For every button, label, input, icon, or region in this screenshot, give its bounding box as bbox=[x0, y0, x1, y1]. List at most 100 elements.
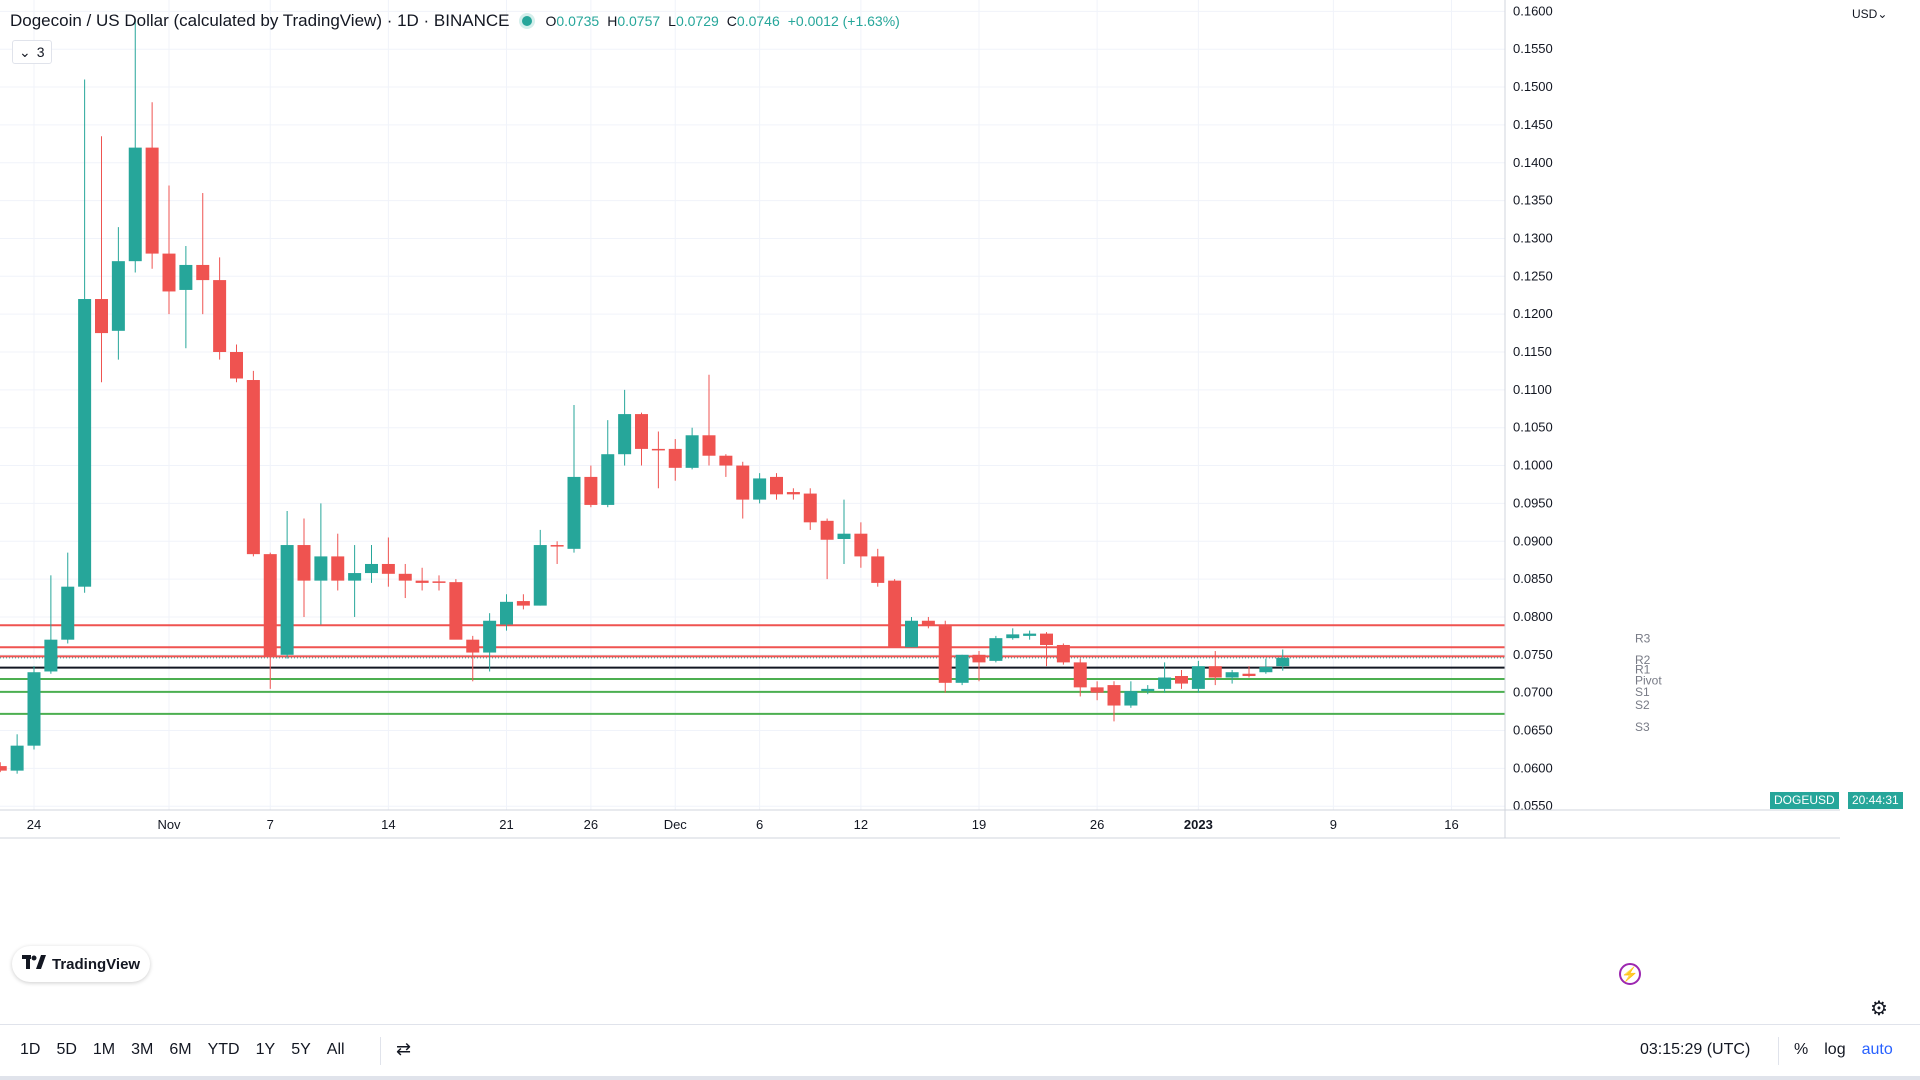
candle[interactable] bbox=[938, 620, 952, 693]
compare-icon[interactable]: ⇄ bbox=[396, 1039, 412, 1059]
candle[interactable] bbox=[584, 465, 598, 508]
candle[interactable] bbox=[280, 510, 294, 659]
candle[interactable] bbox=[297, 518, 311, 617]
candle[interactable] bbox=[1175, 669, 1188, 689]
candle[interactable] bbox=[145, 102, 159, 269]
range-button-5d[interactable]: 5D bbox=[56, 1041, 77, 1058]
percent-scale-button[interactable]: % bbox=[1794, 1041, 1809, 1058]
candle[interactable] bbox=[719, 454, 733, 477]
candle[interactable] bbox=[1107, 681, 1121, 722]
utc-clock[interactable]: 03:15:29 (UTC) bbox=[1640, 1041, 1751, 1058]
candle[interactable] bbox=[1208, 651, 1222, 686]
candle[interactable] bbox=[651, 431, 665, 489]
candle[interactable] bbox=[365, 545, 378, 583]
tradingview-logo[interactable]: TradingView bbox=[12, 946, 151, 982]
candle[interactable] bbox=[837, 499, 851, 564]
candle[interactable] bbox=[955, 654, 969, 686]
candle[interactable] bbox=[398, 563, 412, 599]
candle[interactable] bbox=[162, 185, 176, 315]
candle[interactable] bbox=[1040, 632, 1053, 667]
candle[interactable] bbox=[702, 374, 716, 466]
candle[interactable] bbox=[230, 344, 243, 383]
candle[interactable] bbox=[1191, 660, 1205, 693]
range-button-3m[interactable]: 3M bbox=[131, 1041, 154, 1058]
candle[interactable] bbox=[314, 503, 328, 625]
candle[interactable] bbox=[1124, 681, 1138, 708]
range-button-ytd[interactable]: YTD bbox=[207, 1041, 240, 1058]
gear-icon[interactable]: ⚙ bbox=[1870, 998, 1888, 1020]
candle[interactable] bbox=[753, 473, 767, 504]
candle[interactable] bbox=[770, 473, 783, 500]
candle[interactable] bbox=[1023, 630, 1037, 640]
candle[interactable] bbox=[196, 193, 210, 315]
candle[interactable] bbox=[44, 575, 58, 674]
candle[interactable] bbox=[736, 461, 750, 519]
candle[interactable] bbox=[179, 246, 193, 349]
currency-selector[interactable]: USD⌄ bbox=[1852, 7, 1888, 21]
auto-scale-button[interactable]: auto bbox=[1861, 1041, 1893, 1058]
candle[interactable] bbox=[1073, 658, 1087, 697]
candle[interactable] bbox=[95, 136, 108, 383]
candle[interactable] bbox=[803, 488, 817, 530]
candle[interactable] bbox=[331, 533, 345, 591]
candle[interactable] bbox=[888, 579, 902, 648]
candle[interactable] bbox=[1141, 685, 1155, 695]
candle[interactable] bbox=[1006, 628, 1020, 640]
candle[interactable] bbox=[466, 635, 480, 682]
candle[interactable] bbox=[111, 227, 125, 360]
candle[interactable] bbox=[415, 567, 429, 591]
candle[interactable] bbox=[820, 518, 834, 580]
candle[interactable] bbox=[213, 257, 227, 360]
range-button-1y[interactable]: 1Y bbox=[255, 1041, 276, 1058]
candle[interactable] bbox=[1276, 649, 1290, 671]
candle[interactable] bbox=[905, 616, 918, 648]
candle[interactable] bbox=[854, 522, 868, 568]
range-button-all[interactable]: All bbox=[326, 1041, 345, 1058]
candle[interactable] bbox=[246, 370, 260, 557]
candle[interactable] bbox=[533, 529, 547, 606]
candle[interactable] bbox=[10, 734, 24, 774]
candle[interactable] bbox=[381, 537, 395, 587]
candle[interactable] bbox=[550, 541, 564, 564]
candle[interactable] bbox=[0, 762, 7, 773]
candle[interactable] bbox=[128, 18, 142, 273]
candle[interactable] bbox=[78, 79, 92, 593]
candle[interactable] bbox=[1242, 666, 1256, 678]
candle[interactable] bbox=[567, 405, 581, 553]
market-status-icon[interactable] bbox=[521, 16, 532, 26]
candle[interactable] bbox=[1158, 662, 1172, 693]
candle[interactable] bbox=[432, 575, 446, 591]
lightning-icon[interactable]: ⚡ bbox=[1619, 963, 1641, 985]
range-button-6m[interactable]: 6M bbox=[169, 1041, 192, 1058]
candle[interactable] bbox=[668, 439, 682, 481]
candle[interactable] bbox=[483, 613, 497, 672]
range-button-1m[interactable]: 1M bbox=[92, 1041, 116, 1058]
candle[interactable] bbox=[263, 552, 277, 689]
candle[interactable] bbox=[61, 552, 75, 644]
candle[interactable] bbox=[635, 412, 648, 466]
indicators-toggle-button[interactable]: ⌄ 3 bbox=[12, 40, 52, 64]
candle[interactable] bbox=[27, 666, 41, 750]
candle[interactable] bbox=[871, 548, 885, 587]
candle[interactable] bbox=[618, 389, 632, 466]
candle[interactable] bbox=[601, 420, 615, 508]
candle[interactable] bbox=[1225, 669, 1239, 684]
candle[interactable] bbox=[989, 635, 1003, 663]
candle[interactable] bbox=[500, 594, 513, 631]
candle[interactable] bbox=[972, 651, 986, 682]
range-button-1d[interactable]: 1D bbox=[20, 1041, 41, 1058]
symbol-title[interactable]: Dogecoin / US Dollar (calculated by Trad… bbox=[10, 11, 510, 30]
candle-body bbox=[246, 380, 260, 555]
candle[interactable] bbox=[1090, 681, 1104, 701]
candle[interactable] bbox=[348, 545, 362, 617]
candle[interactable] bbox=[786, 488, 800, 500]
range-button-5y[interactable]: 5Y bbox=[291, 1041, 311, 1058]
candle[interactable] bbox=[685, 427, 699, 470]
log-scale-button[interactable]: log bbox=[1824, 1041, 1846, 1058]
candle[interactable] bbox=[516, 594, 530, 610]
candle[interactable] bbox=[921, 616, 935, 629]
candle[interactable] bbox=[449, 579, 463, 640]
candle[interactable] bbox=[1259, 658, 1273, 674]
candle[interactable] bbox=[1056, 643, 1070, 665]
